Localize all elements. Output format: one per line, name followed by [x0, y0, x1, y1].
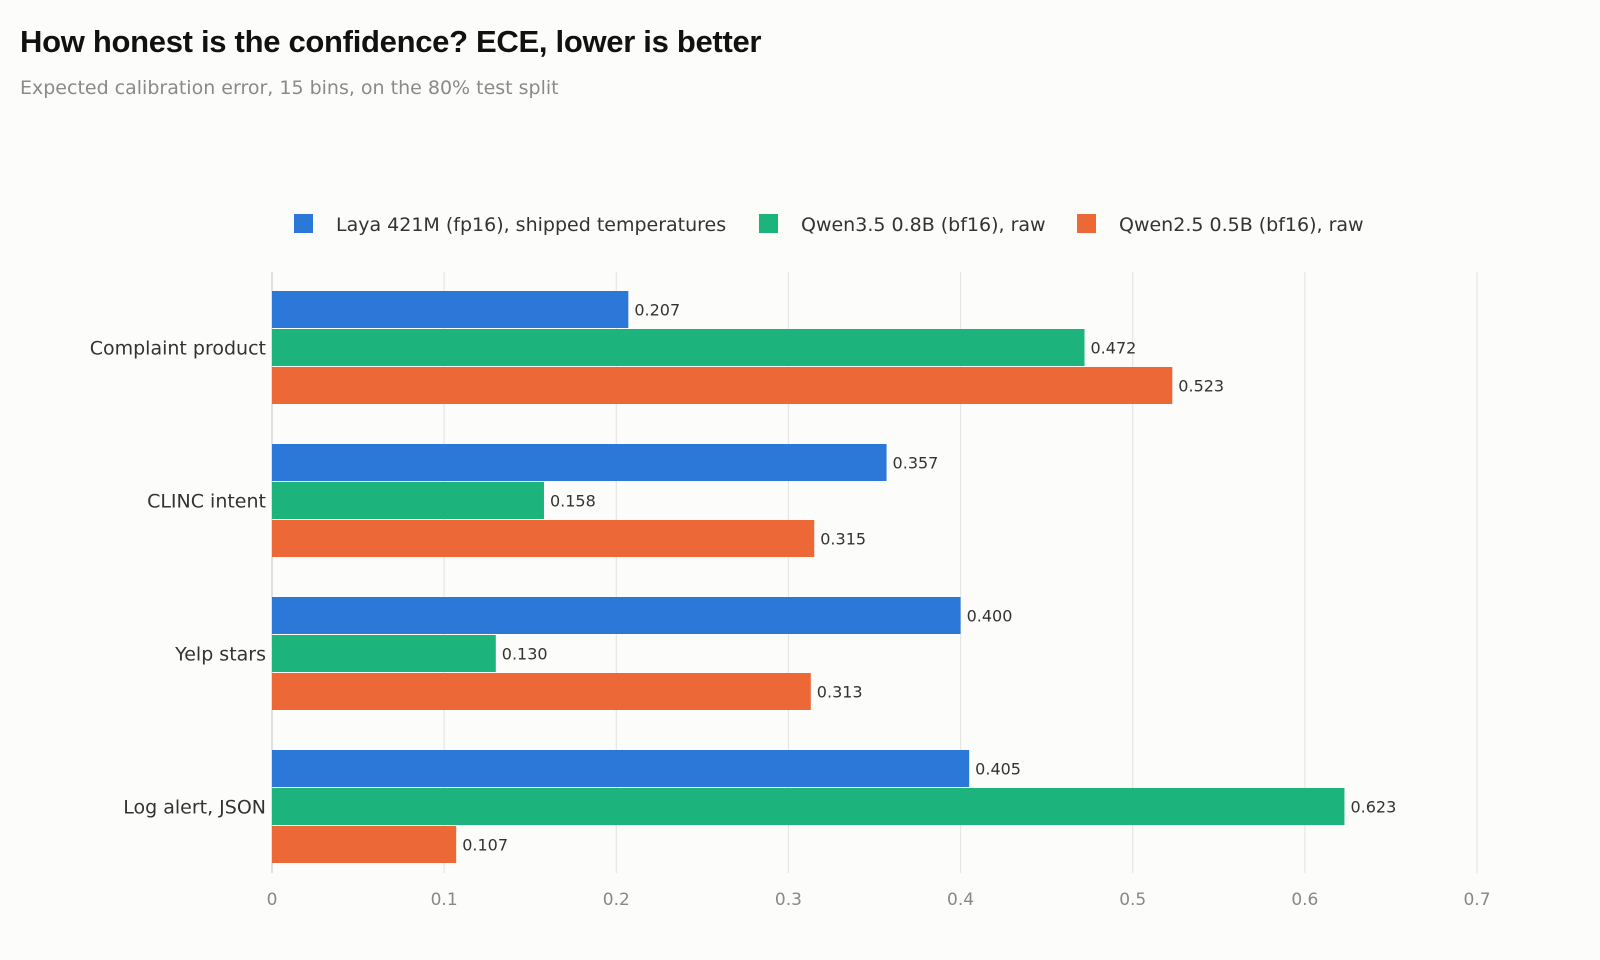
chart-subtitle: Expected calibration error, 15 bins, on …	[20, 77, 559, 99]
bar	[272, 635, 496, 672]
data-label: 0.315	[820, 530, 866, 549]
data-label: 0.313	[817, 683, 863, 702]
bar	[272, 367, 1173, 404]
x-tick-label: 0.6	[1291, 890, 1318, 910]
bar	[272, 750, 970, 787]
legend-swatch	[759, 214, 778, 233]
data-label: 0.523	[1178, 377, 1224, 396]
legend-swatch	[294, 214, 313, 233]
legend-label: Qwen3.5 0.8B (bf16), raw	[801, 214, 1046, 236]
data-label: 0.623	[1350, 798, 1396, 817]
category-labels: Complaint product CLINC intent Yelp stars L…	[90, 338, 266, 819]
legend-label: Qwen2.5 0.5B (bf16), raw	[1119, 214, 1364, 236]
legend-label: Laya 421M (fp16), shipped temperatures	[336, 214, 726, 236]
x-axis-ticks: 0 0.1 0.2 0.3 0.4 0.5 0.6 0.7	[267, 890, 1491, 910]
data-label: 0.400	[967, 607, 1013, 626]
data-label: 0.472	[1091, 339, 1137, 358]
data-label: 0.207	[634, 301, 680, 320]
bar	[272, 482, 544, 519]
data-label: 0.357	[893, 454, 939, 473]
chart-title: How honest is the confidence? ECE, lower…	[20, 24, 762, 59]
category-label: Complaint product	[90, 338, 266, 360]
bar	[272, 444, 887, 481]
bar	[272, 520, 815, 557]
bar	[272, 329, 1085, 366]
x-tick-label: 0.7	[1463, 890, 1490, 910]
x-tick-label: 0.4	[947, 890, 974, 910]
data-label: 0.130	[502, 645, 548, 664]
data-label: 0.405	[975, 760, 1021, 779]
x-tick-label: 0.5	[1119, 890, 1146, 910]
data-label: 0.107	[462, 836, 508, 855]
x-tick-label: 0.2	[603, 890, 630, 910]
bar	[272, 673, 811, 710]
x-tick-label: 0.1	[431, 890, 458, 910]
x-tick-label: 0.3	[775, 890, 802, 910]
data-label: 0.158	[550, 492, 596, 511]
bar	[272, 788, 1345, 825]
category-label: Log alert, JSON	[123, 797, 266, 819]
x-tick-label: 0	[267, 890, 278, 910]
bar	[272, 826, 457, 863]
category-label: CLINC intent	[147, 491, 266, 513]
legend-swatch	[1077, 214, 1096, 233]
bar	[272, 597, 961, 634]
category-label: Yelp stars	[174, 644, 266, 666]
value-labels: 0.207 0.472 0.523 0.357 0.158 0.315 0.400 0.130…	[462, 301, 1396, 855]
bar	[272, 291, 629, 328]
legend: Laya 421M (fp16), shipped temperatures Qw…	[294, 214, 1364, 236]
bars	[272, 291, 1345, 863]
